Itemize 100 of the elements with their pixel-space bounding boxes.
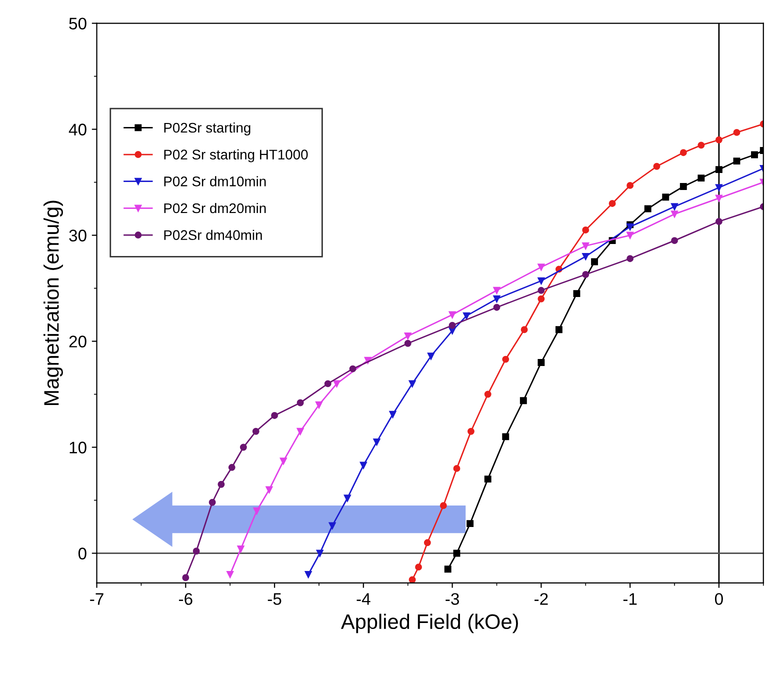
point: [698, 142, 705, 149]
point: [591, 258, 598, 266]
point: [344, 494, 351, 502]
point: [671, 203, 678, 210]
point: [296, 428, 304, 435]
point: [680, 149, 687, 156]
x-axis-title: Applied Field (kOe): [340, 614, 518, 634]
point: [218, 480, 225, 488]
point: [698, 174, 705, 182]
point: [328, 522, 336, 530]
point: [626, 255, 634, 262]
y-axis-title: Magnetization (emu/g): [44, 200, 63, 406]
point: [520, 326, 528, 334]
point: [467, 428, 474, 435]
point: [271, 412, 278, 419]
point: [582, 226, 590, 234]
point: [493, 295, 500, 302]
point: [226, 570, 234, 578]
point: [253, 507, 260, 514]
point: [680, 183, 687, 190]
x-tick-label: -1: [623, 593, 637, 605]
point: [653, 162, 660, 170]
point: [408, 576, 416, 583]
point: [316, 401, 322, 408]
point: [408, 380, 416, 388]
point: [484, 476, 492, 483]
point: [608, 200, 616, 207]
point: [671, 210, 678, 218]
point: [424, 539, 431, 546]
y-tick-label: 0: [78, 548, 86, 560]
point: [389, 410, 396, 418]
point: [520, 397, 527, 404]
point: [484, 390, 492, 398]
point: [324, 380, 332, 388]
point: [538, 264, 545, 271]
point: [228, 464, 236, 471]
point: [266, 486, 273, 494]
point: [582, 242, 590, 250]
x-tick-label: -3: [446, 593, 459, 605]
y-tick-label: 10: [70, 442, 86, 454]
legend-label: P02Sr dm40min: [164, 230, 262, 240]
point: [240, 444, 247, 451]
point: [715, 194, 722, 202]
x-tick-label: -5: [268, 593, 282, 605]
point: [644, 205, 652, 212]
point: [502, 433, 510, 440]
point: [493, 304, 500, 311]
point: [573, 290, 580, 298]
point: [538, 277, 545, 284]
x-tick-label: -4: [356, 593, 370, 605]
point: [304, 570, 312, 578]
x-tick-label: 0: [714, 593, 723, 605]
point: [404, 340, 412, 347]
point: [333, 380, 340, 388]
point: [671, 237, 678, 244]
point: [751, 151, 758, 158]
point: [192, 548, 200, 555]
point: [538, 358, 545, 366]
point: [538, 295, 545, 302]
point: [582, 253, 590, 260]
point: [296, 399, 304, 406]
point: [733, 128, 740, 136]
point: [448, 322, 456, 329]
point: [466, 520, 474, 528]
y-tick-label: 40: [68, 124, 86, 136]
x-tick-label: -7: [90, 593, 104, 605]
point: [427, 352, 434, 360]
y-tick-label: 30: [69, 230, 86, 242]
point: [252, 428, 260, 435]
point: [316, 550, 324, 557]
point: [662, 194, 670, 201]
point: [208, 498, 216, 506]
point: [493, 286, 500, 294]
y-tick-label: 20: [69, 336, 86, 348]
legend-label: P02 Sr dm20min: [164, 202, 266, 214]
point: [538, 286, 545, 294]
point: [733, 158, 740, 165]
x-tick-label: -6: [178, 593, 192, 605]
point: [237, 546, 244, 552]
point: [440, 502, 447, 510]
point: [463, 312, 470, 320]
point: [182, 574, 190, 582]
point: [715, 166, 722, 174]
legend-label: P02Sr starting: [164, 122, 250, 136]
point: [360, 462, 367, 469]
legend-label: P02 Sr starting HT1000: [164, 149, 308, 162]
point: [453, 550, 460, 557]
x-tick-label: -2: [534, 593, 548, 605]
point: [626, 232, 634, 239]
point: [502, 356, 510, 363]
point: [715, 136, 722, 144]
point: [404, 332, 412, 340]
point: [349, 365, 356, 372]
point: [626, 182, 634, 189]
y-tick-label: 50: [69, 18, 86, 30]
point: [373, 438, 380, 446]
point: [280, 458, 287, 465]
point: [715, 218, 722, 225]
point: [453, 464, 460, 472]
point: [415, 564, 422, 571]
